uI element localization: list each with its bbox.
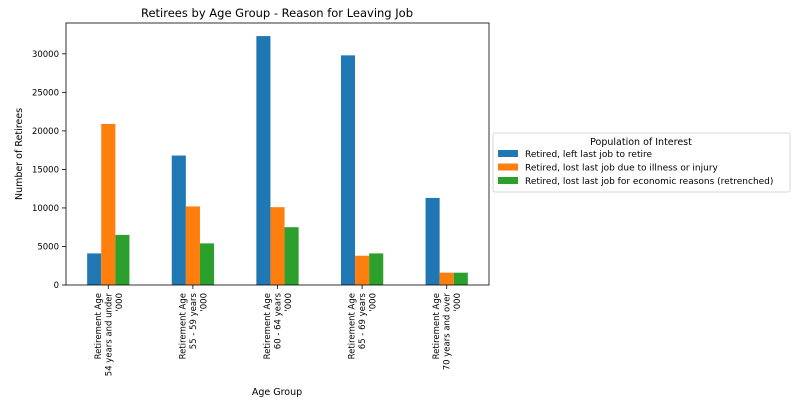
bar-series-3-category-2 xyxy=(199,243,215,285)
x-tick-label-2-line-0: Retirement Age xyxy=(263,293,273,359)
x-tick-label-3-line-0: Retirement Age xyxy=(348,293,358,359)
bar-series-2-category-3 xyxy=(270,207,285,285)
bar-series-2-category-4 xyxy=(355,255,370,285)
bar-series-1-category-4 xyxy=(340,55,356,286)
x-tick-label-4-line-0: Retirement Age xyxy=(432,293,442,359)
x-tick-label-2-line-1: 60 - 64 years xyxy=(274,292,284,349)
plot-frame xyxy=(65,22,490,286)
x-tick-label-1-line-2: '000 xyxy=(199,293,209,312)
legend-swatch-2 xyxy=(498,163,518,171)
y-tick-label-5: 25000 xyxy=(32,88,59,98)
x-axis-ticks: Retirement Age 54 years and under '000 Reti… xyxy=(94,285,463,376)
legend-title: Population of Interest xyxy=(590,137,692,148)
y-tick-label-0: 0 xyxy=(54,281,59,291)
legend-swatch-1 xyxy=(498,150,518,157)
bar-series-3-category-1 xyxy=(115,234,130,285)
legend-label-3: Retired, lost last job for economic reas… xyxy=(525,177,773,187)
bar-series-1-category-1 xyxy=(87,253,102,285)
bar-series-3-category-5 xyxy=(453,272,468,285)
legend-frame xyxy=(492,132,791,193)
x-tick-label-3-line-2: '000 xyxy=(369,293,379,312)
bar-series-1-category-3 xyxy=(256,36,271,285)
y-tick-label-6: 30000 xyxy=(32,50,59,60)
bar-series-2-category-2 xyxy=(185,206,200,285)
legend: Population of Interest Retired, left las… xyxy=(492,132,791,193)
x-tick-label-1-line-1: 55 - 59 years xyxy=(189,292,199,349)
x-tick-label-0-line-2: '000 xyxy=(115,293,125,312)
bar-series-3-category-4 xyxy=(369,253,384,285)
bar-series-1-category-2 xyxy=(171,155,186,285)
legend-label-1: Retired, left last job to retire xyxy=(525,150,652,160)
x-axis-label: Age Group xyxy=(252,387,302,398)
bar-series-2-category-5 xyxy=(439,272,454,285)
bars-group xyxy=(87,36,468,286)
x-tick-label-0-line-1: 54 years and under xyxy=(104,292,114,376)
legend-items: Retired, left last job to retire Retired,… xyxy=(498,150,773,187)
y-tick-label-2: 10000 xyxy=(32,204,59,214)
y-axis-ticks: 0 5000 10000 15000 20000 25000 30000 xyxy=(32,50,66,291)
y-tick-label-3: 15000 xyxy=(32,165,59,175)
bar-series-3-category-3 xyxy=(284,227,299,285)
y-tick-label-4: 20000 xyxy=(32,127,59,137)
bar-series-1-category-5 xyxy=(425,197,440,285)
x-tick-label-3-line-1: 65 - 69 years xyxy=(358,292,368,349)
y-axis-label: Number of Retirees xyxy=(14,108,25,200)
chart-title: Retirees by Age Group - Reason for Leavi… xyxy=(141,6,413,20)
x-tick-label-2-line-2: '000 xyxy=(284,293,294,312)
bar-series-2-category-1 xyxy=(101,123,116,286)
legend-swatch-3 xyxy=(498,177,518,184)
x-tick-label-4-line-1: 70 years and over xyxy=(443,293,453,371)
legend-label-2: Retired, lost last job due to illness or… xyxy=(525,164,719,174)
x-tick-label-4-line-2: '000 xyxy=(453,293,463,312)
x-tick-label-0-line-0: Retirement Age xyxy=(94,293,104,359)
y-tick-label-1: 5000 xyxy=(37,242,59,252)
x-tick-label-1-line-0: Retirement Age xyxy=(178,293,188,359)
